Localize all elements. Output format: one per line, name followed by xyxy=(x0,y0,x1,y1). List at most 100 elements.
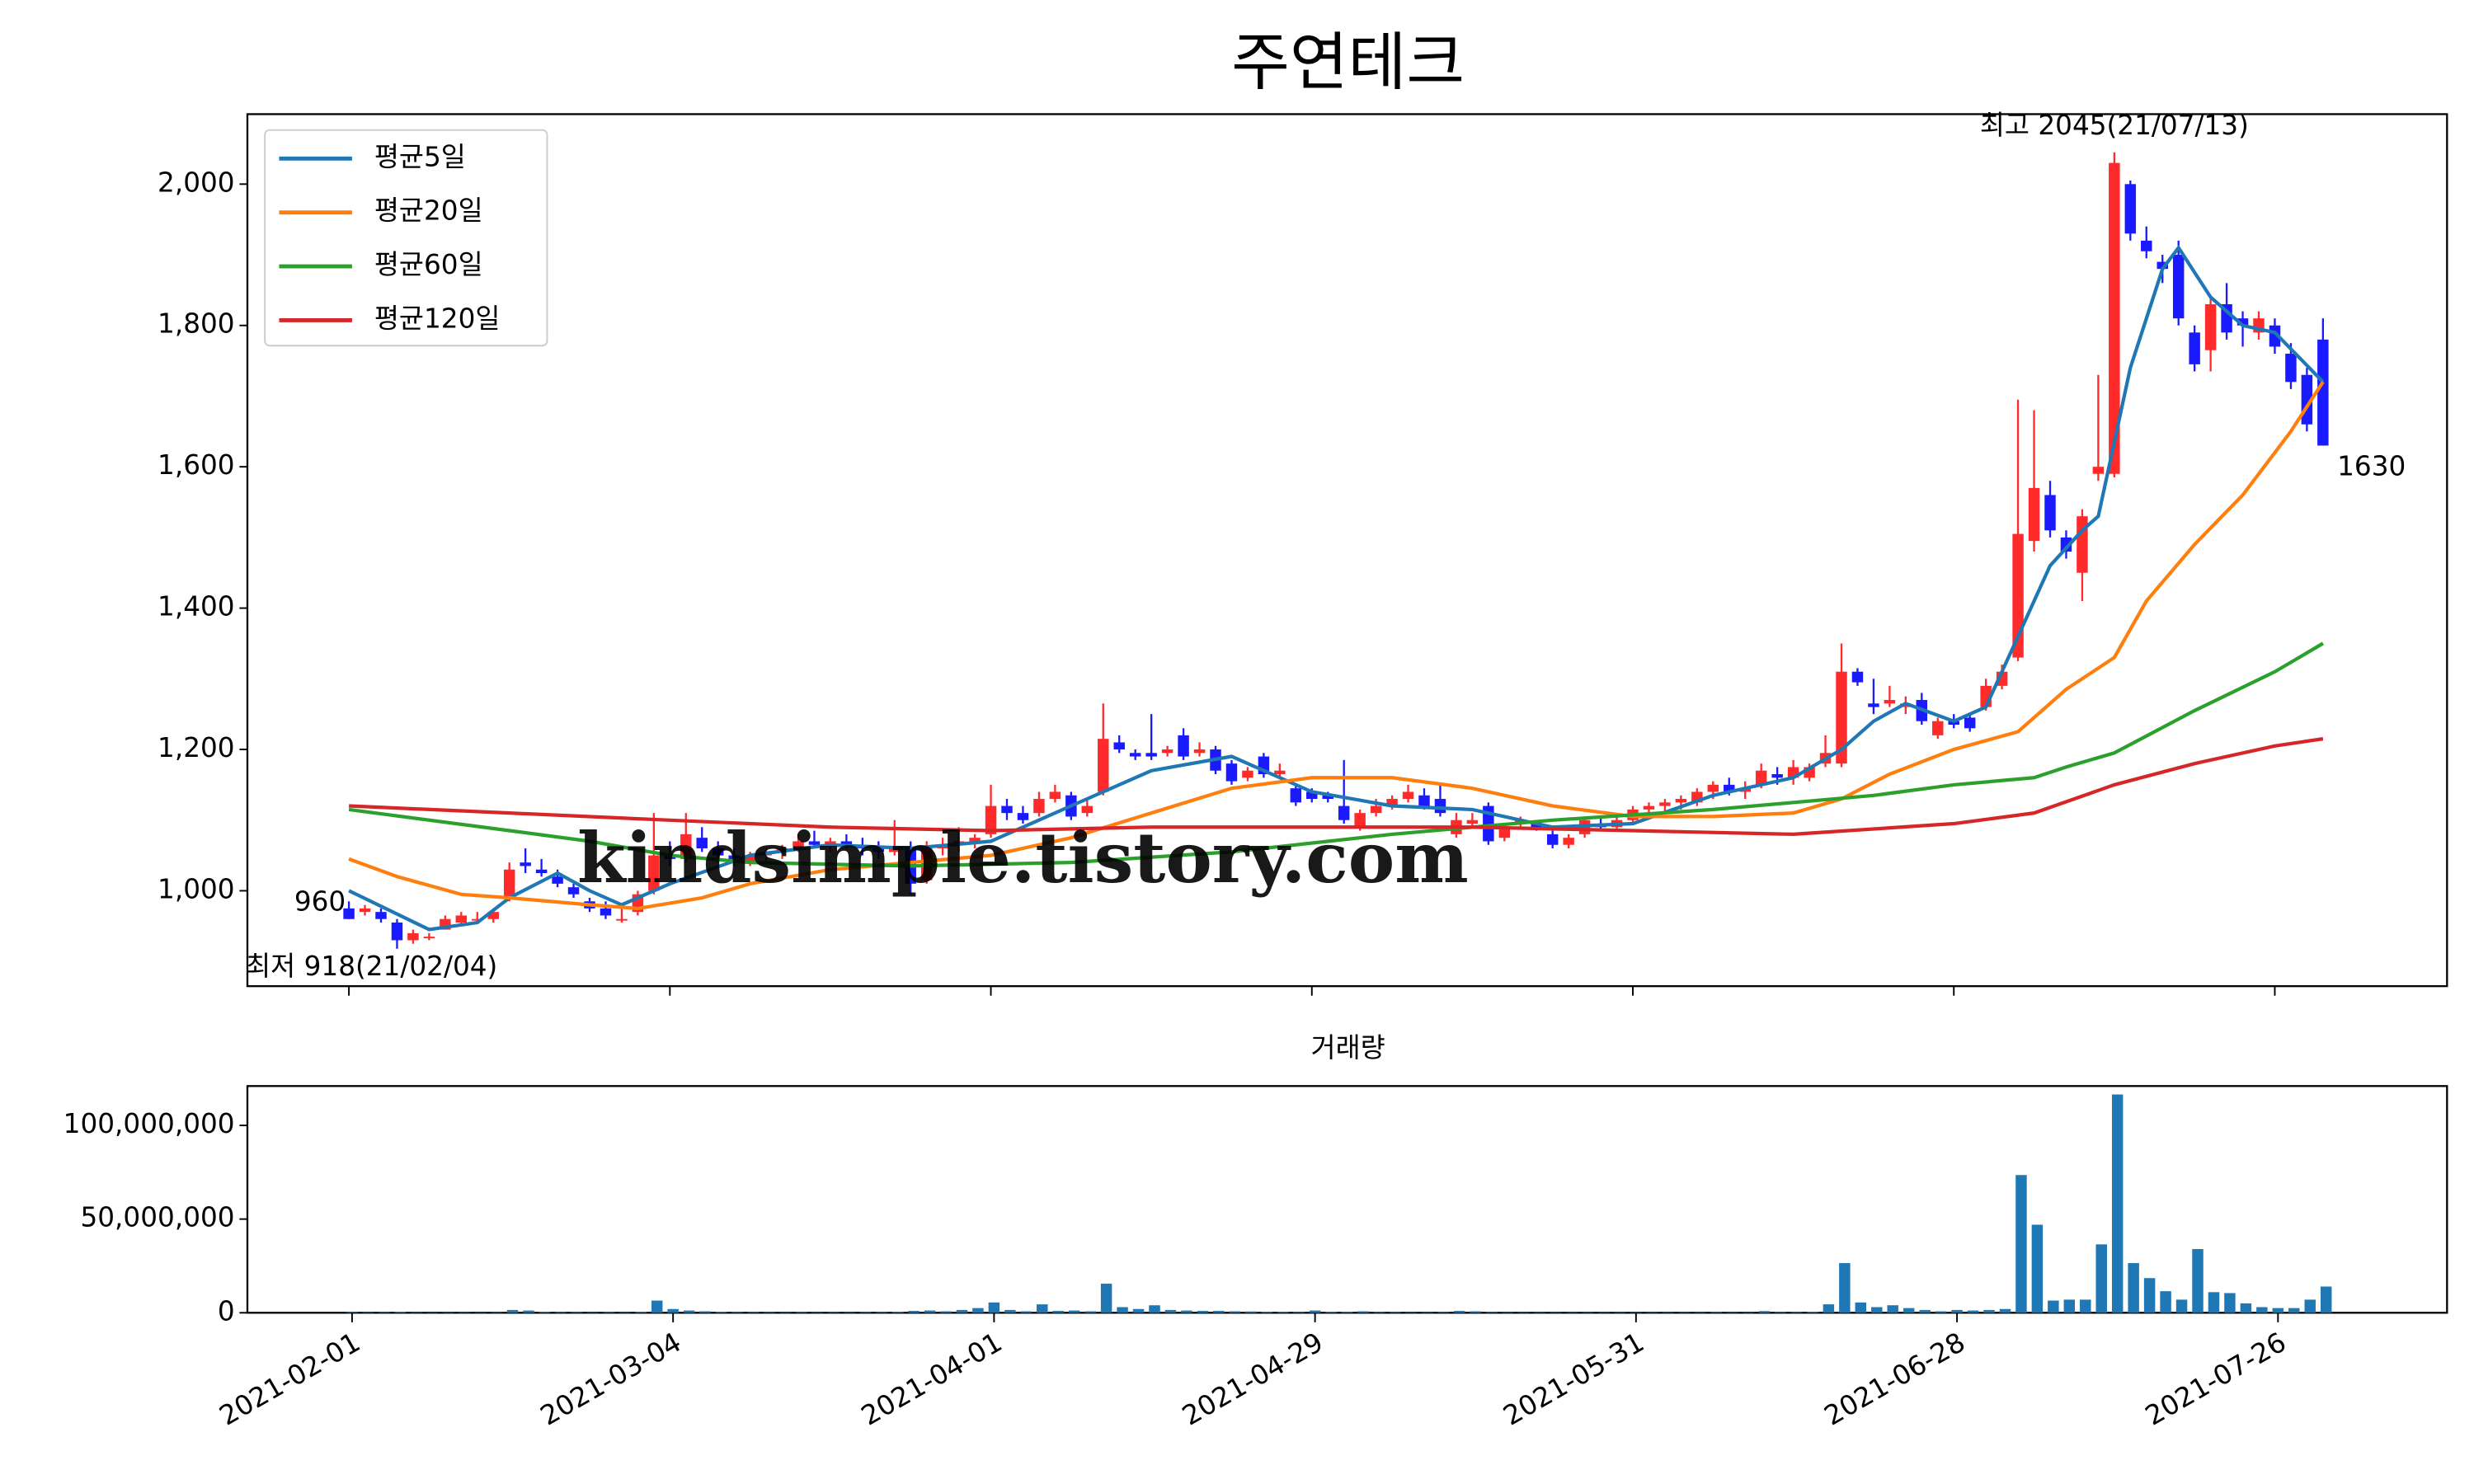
candle-body xyxy=(664,855,676,859)
volume-bar xyxy=(1470,1311,1481,1313)
candle-body xyxy=(712,848,724,856)
candle-body xyxy=(2172,255,2185,319)
candle-body xyxy=(793,841,804,849)
price-axes xyxy=(246,113,2448,988)
y-tick-label: 50,000,000 xyxy=(80,1202,234,1233)
ma-line xyxy=(348,381,2325,911)
candle-body xyxy=(1755,770,1767,785)
volume-bar xyxy=(635,1312,647,1313)
volume-bar xyxy=(2224,1293,2236,1313)
volume-bar xyxy=(2256,1307,2268,1313)
volume-bar xyxy=(1261,1312,1272,1313)
volume-bar xyxy=(1325,1312,1337,1313)
candle-body xyxy=(375,912,387,919)
x-tick-label: 2021-04-01 xyxy=(856,1327,1008,1432)
volume-bar xyxy=(539,1312,551,1313)
volume-bar xyxy=(1357,1311,1369,1313)
y-tick-label: 2,000 xyxy=(158,167,235,198)
volume-bar xyxy=(988,1302,1000,1313)
volume-bar xyxy=(1084,1311,1096,1313)
volume-bar xyxy=(1758,1311,1771,1313)
volume-bar xyxy=(1149,1305,1160,1313)
volume-bar xyxy=(924,1310,936,1313)
first-close-label: 960 xyxy=(294,885,346,917)
volume-bar xyxy=(1903,1308,1915,1313)
volume-bar xyxy=(2208,1292,2220,1313)
volume-bar xyxy=(2031,1224,2044,1313)
candle-body xyxy=(1033,799,1045,814)
volume-bar xyxy=(1277,1312,1289,1313)
volume-bar xyxy=(2143,1278,2156,1313)
candle-body xyxy=(889,848,901,852)
candle-body xyxy=(985,805,997,834)
volume-bar xyxy=(651,1300,663,1313)
volume-bar xyxy=(1839,1263,1851,1313)
candle-body xyxy=(2317,339,2329,446)
volume-bar xyxy=(2272,1308,2284,1313)
volume-bar xyxy=(1341,1312,1353,1313)
volume-bar xyxy=(523,1310,534,1313)
volume-bar xyxy=(2111,1094,2124,1313)
y-tick-label: 1,800 xyxy=(158,308,235,340)
candle-body xyxy=(2157,261,2168,270)
low-annotation: 최저 918(21/02/04) xyxy=(246,951,497,982)
candle-body xyxy=(1049,791,1061,800)
volume-bar xyxy=(699,1311,711,1313)
volume-bar xyxy=(1919,1309,1931,1313)
x-tick-label: 2021-03-04 xyxy=(535,1327,687,1432)
volume-bar xyxy=(1951,1309,1963,1313)
candle-body xyxy=(472,918,483,921)
candle-body xyxy=(1129,753,1141,757)
candle-body xyxy=(552,876,563,884)
volume-bar xyxy=(1037,1304,1048,1313)
volume-bar xyxy=(394,1312,407,1313)
high-annotation: 최고 2045(21/07/13) xyxy=(1980,110,2249,141)
x-tick-label: 2021-05-31 xyxy=(1498,1327,1650,1432)
y-tick-label: 1,000 xyxy=(158,873,235,904)
legend-label: 평균60일 xyxy=(374,249,483,280)
volume-bar xyxy=(1807,1312,1818,1313)
volume-bar xyxy=(1245,1311,1257,1313)
volume-bar xyxy=(1181,1310,1192,1313)
x-tick-label: 2021-02-01 xyxy=(214,1327,366,1432)
volume-bar xyxy=(2063,1299,2076,1313)
volume-bar xyxy=(956,1309,968,1313)
candle-body xyxy=(680,834,692,859)
candle-body xyxy=(1001,805,1013,814)
ma-line xyxy=(348,737,2324,837)
volume-bar xyxy=(2048,1300,2059,1313)
candle-body xyxy=(2141,240,2152,251)
candle-body xyxy=(2077,516,2088,573)
volume-bar xyxy=(1100,1284,1112,1313)
volume-bar xyxy=(2080,1299,2091,1313)
candle-body xyxy=(1418,795,1430,806)
volume-bar xyxy=(1935,1311,1947,1313)
volume-bar xyxy=(1887,1305,1898,1313)
candle-body xyxy=(2124,184,2137,234)
volume-bar xyxy=(2095,1244,2107,1313)
candle-body xyxy=(872,848,885,852)
volume-bar xyxy=(1967,1310,1979,1313)
candle-body xyxy=(1498,827,1511,838)
volume-bar xyxy=(1068,1310,1080,1313)
candle-body xyxy=(1081,805,1094,814)
candle-body xyxy=(1113,742,1125,750)
candle-body xyxy=(1098,739,1109,792)
volume-bar xyxy=(1983,1309,1995,1313)
volume-bar xyxy=(2192,1249,2204,1313)
volume-bar xyxy=(891,1312,904,1313)
volume-bar xyxy=(1454,1311,1465,1313)
legend-box xyxy=(264,129,548,347)
candle-body xyxy=(1017,813,1029,820)
candle-body xyxy=(535,869,548,874)
candle-body xyxy=(616,918,628,921)
volume-bar xyxy=(940,1311,952,1313)
candle-body xyxy=(359,908,371,913)
candle-body xyxy=(503,869,515,899)
volume-bar xyxy=(2128,1263,2139,1313)
candle-body xyxy=(2221,304,2232,333)
candle-body xyxy=(696,838,708,849)
volume-bar xyxy=(1197,1311,1209,1313)
volume-bar xyxy=(2160,1291,2171,1313)
